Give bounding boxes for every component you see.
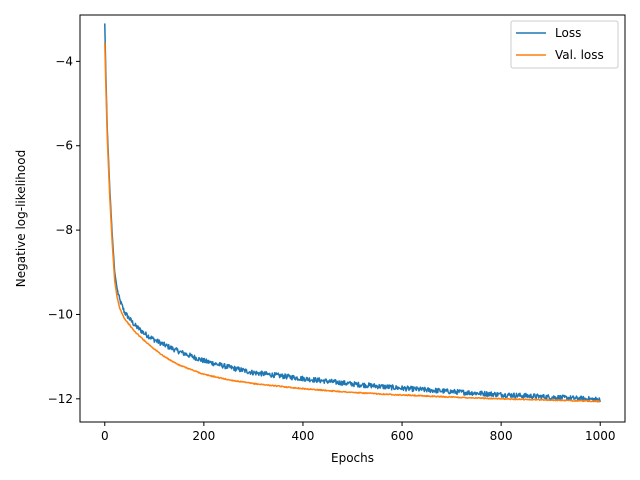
x-tick-label: 600 bbox=[391, 429, 414, 443]
y-tick-label: −4 bbox=[55, 54, 73, 68]
series-line-loss bbox=[104, 23, 601, 403]
legend-label-loss: Loss bbox=[555, 26, 581, 40]
y-tick-label: −8 bbox=[55, 223, 73, 237]
plot-frame bbox=[79, 14, 626, 423]
x-tick-label: 0 bbox=[101, 429, 109, 443]
x-axis-label: Epochs bbox=[331, 451, 374, 465]
x-tick-label: 1000 bbox=[585, 429, 616, 443]
y-tick-label: −12 bbox=[48, 392, 73, 406]
series-layer bbox=[104, 23, 601, 403]
x-tick-label: 400 bbox=[292, 429, 315, 443]
y-axis: −12 −10 −8 −6 −4 bbox=[48, 54, 80, 406]
x-tick-label: 800 bbox=[490, 429, 513, 443]
y-axis-label: Negative log-likelihood bbox=[14, 150, 28, 287]
x-axis: 0 200 400 600 800 1000 bbox=[101, 422, 616, 443]
series-line-val-loss bbox=[104, 42, 601, 403]
legend-label-val-loss: Val. loss bbox=[555, 48, 604, 62]
legend: Loss Val. loss bbox=[510, 20, 619, 69]
y-tick-label: −10 bbox=[48, 307, 73, 321]
x-tick-label: 200 bbox=[192, 429, 215, 443]
y-tick-label: −6 bbox=[55, 139, 73, 153]
